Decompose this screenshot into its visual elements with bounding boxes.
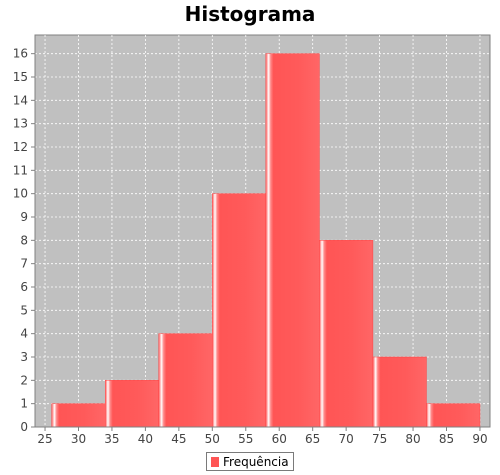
x-tick-label: 65 bbox=[305, 432, 320, 446]
x-tick-label: 60 bbox=[272, 432, 287, 446]
y-tick-label: 3 bbox=[20, 350, 28, 364]
y-tick-label: 8 bbox=[20, 233, 28, 247]
x-tick-label: 50 bbox=[205, 432, 220, 446]
y-tick-label: 16 bbox=[13, 47, 28, 61]
x-axis: 25 30 35 40 45 50 55 60 65 70 75 80 85 90 bbox=[35, 426, 490, 446]
histogram-bar bbox=[265, 53, 320, 428]
y-tick-label: 14 bbox=[13, 93, 28, 107]
histogram-bar bbox=[51, 403, 106, 428]
histogram-bar bbox=[426, 403, 481, 428]
y-tick-label: 10 bbox=[13, 187, 28, 201]
x-tick-label: 85 bbox=[439, 432, 454, 446]
y-tick-label: 11 bbox=[13, 163, 28, 177]
x-tick-label: 75 bbox=[372, 432, 387, 446]
bars bbox=[51, 53, 481, 428]
legend: Frequência bbox=[206, 452, 294, 471]
histogram-bar bbox=[319, 240, 374, 428]
legend-label: Frequência bbox=[223, 454, 289, 469]
x-tick-label: 25 bbox=[37, 432, 52, 446]
x-tick-label: 90 bbox=[472, 432, 487, 446]
y-tick-label: 15 bbox=[13, 70, 28, 84]
histogram-bar bbox=[372, 356, 427, 428]
y-tick-label: 1 bbox=[20, 397, 28, 411]
y-tick-label: 6 bbox=[20, 280, 28, 294]
histogram-bar bbox=[158, 333, 213, 428]
x-tick-label: 70 bbox=[338, 432, 353, 446]
y-tick-label: 4 bbox=[20, 327, 28, 341]
x-tick-label: 45 bbox=[171, 432, 186, 446]
y-tick-label: 13 bbox=[13, 117, 28, 131]
x-tick-label: 35 bbox=[104, 432, 119, 446]
x-tick-label: 40 bbox=[138, 432, 153, 446]
y-tick-label: 9 bbox=[20, 210, 28, 224]
x-tick-label: 80 bbox=[405, 432, 420, 446]
y-tick-label: 12 bbox=[13, 140, 28, 154]
y-tick-label: 2 bbox=[20, 373, 28, 387]
chart-title: Histograma bbox=[184, 2, 316, 26]
x-tick-label: 30 bbox=[71, 432, 86, 446]
legend-swatch bbox=[211, 456, 219, 467]
histogram-bar bbox=[212, 193, 267, 428]
y-tick-label: 7 bbox=[20, 257, 28, 271]
x-tick-label: 55 bbox=[238, 432, 253, 446]
y-tick-label: 5 bbox=[20, 303, 28, 317]
y-tick-label: 0 bbox=[20, 420, 28, 434]
histogram-bar bbox=[105, 380, 160, 428]
